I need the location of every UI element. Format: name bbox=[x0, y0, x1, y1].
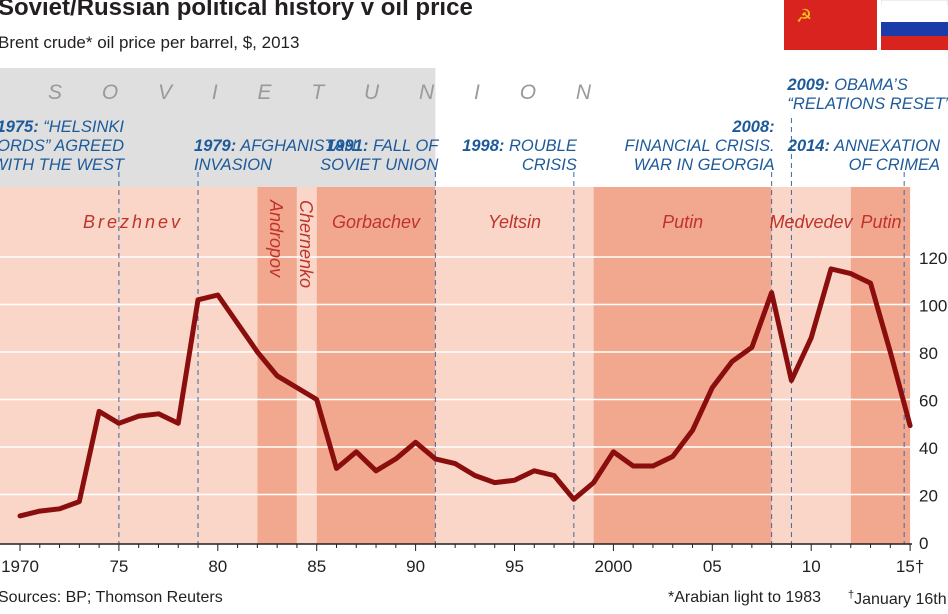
era-label: Brezhnev bbox=[83, 212, 183, 232]
era-label: Yeltsin bbox=[488, 212, 541, 232]
event-label: “RELATIONS RESET” bbox=[787, 95, 948, 113]
gridlines bbox=[0, 256, 912, 496]
x-tick-label: 80 bbox=[208, 557, 227, 576]
footnote-date-text: January 16th bbox=[854, 591, 947, 608]
event-label: WAR IN GEORGIA bbox=[634, 156, 775, 174]
price-line bbox=[17, 266, 913, 519]
y-tick-label: 20 bbox=[919, 487, 938, 506]
x-tick-label: 90 bbox=[406, 557, 425, 576]
era-band bbox=[316, 187, 436, 544]
soviet-union-band: S O V I E T U N I O N bbox=[0, 68, 608, 187]
x-tick-label: 05 bbox=[703, 557, 722, 576]
era-band bbox=[296, 187, 317, 544]
oil-price-series bbox=[17, 266, 913, 519]
era-label: Gorbachev bbox=[332, 212, 421, 232]
sources-note: Sources: BP; Thomson Reuters bbox=[0, 589, 223, 606]
x-tick-label: 95 bbox=[505, 557, 524, 576]
x-tick-label: 1970 bbox=[1, 557, 39, 576]
event-label: FINANCIAL CRISIS. bbox=[625, 137, 775, 155]
y-tick-label: 120 bbox=[919, 249, 947, 268]
svg-text:☭: ☭ bbox=[796, 6, 812, 27]
y-tick-label: 100 bbox=[919, 297, 947, 316]
event-label: ACCORDS” AGREED bbox=[0, 137, 124, 155]
event-label: 1975: “HELSINKI bbox=[0, 118, 124, 136]
era-band bbox=[771, 187, 851, 544]
x-tick-label: 15† bbox=[896, 557, 924, 576]
era-bands bbox=[0, 187, 911, 544]
event-label: CRISIS bbox=[522, 156, 577, 174]
footnote-date: †January 16th bbox=[848, 589, 947, 609]
x-tick-label: 10 bbox=[802, 557, 821, 576]
era-band bbox=[850, 187, 911, 544]
era-band bbox=[593, 187, 772, 544]
event-label: INVASION bbox=[194, 156, 272, 174]
x-tick-label: 2000 bbox=[594, 557, 632, 576]
y-axis: 0 20 40 60 80 100 120 bbox=[919, 249, 947, 553]
y-tick-label: 40 bbox=[919, 439, 938, 458]
event-label: SOVIET UNION bbox=[320, 156, 438, 174]
chart-title: Soviet/Russian political history v oil p… bbox=[0, 0, 473, 21]
event-label: 1998: ROUBLE bbox=[462, 137, 578, 155]
ussr-flag-icon: ☭ bbox=[784, 0, 877, 50]
soviet-band-bg bbox=[0, 68, 436, 187]
era-band bbox=[257, 187, 297, 544]
era-band bbox=[435, 187, 594, 544]
x-tick-label: 75 bbox=[109, 557, 128, 576]
event-label: 2008: bbox=[731, 118, 774, 136]
era-band bbox=[0, 187, 258, 544]
event-label: 1991: FALL OF bbox=[326, 137, 439, 155]
russia-flag-icon bbox=[881, 0, 948, 50]
dagger-mark: † bbox=[848, 589, 855, 601]
footnote-arabian: *Arabian light to 1983 bbox=[668, 589, 821, 606]
x-axis: 1970 75 80 85 90 95 2000 05 10 15† bbox=[0, 543, 924, 576]
era-label: Putin bbox=[662, 212, 703, 232]
y-tick-label: 60 bbox=[919, 392, 938, 411]
era-label: Andropov bbox=[266, 199, 286, 278]
event-label: WITH THE WEST bbox=[0, 156, 126, 174]
event-label: 2014: ANNEXATION bbox=[787, 137, 940, 155]
event-label: OF CRIMEA bbox=[849, 156, 940, 174]
soviet-band-label: S O V I E T U N I O N bbox=[48, 81, 608, 104]
event-label: 2009: OBAMA’S bbox=[786, 76, 907, 94]
era-label: Chernenko bbox=[296, 200, 316, 288]
event-label: 1979: AFGHANISTAN bbox=[194, 137, 356, 155]
y-tick-label: 0 bbox=[919, 534, 928, 553]
era-label: Medvedev bbox=[769, 212, 853, 232]
chart-subtitle: Brent crude* oil price per barrel, $, 20… bbox=[0, 33, 300, 52]
event-lines bbox=[118, 118, 905, 544]
era-label: Putin bbox=[860, 212, 901, 232]
y-tick-label: 80 bbox=[919, 344, 938, 363]
x-tick-label: 85 bbox=[307, 557, 326, 576]
era-labels: Brezhnev Andropov Chernenko Gorbachev Yeltsi… bbox=[83, 199, 902, 288]
